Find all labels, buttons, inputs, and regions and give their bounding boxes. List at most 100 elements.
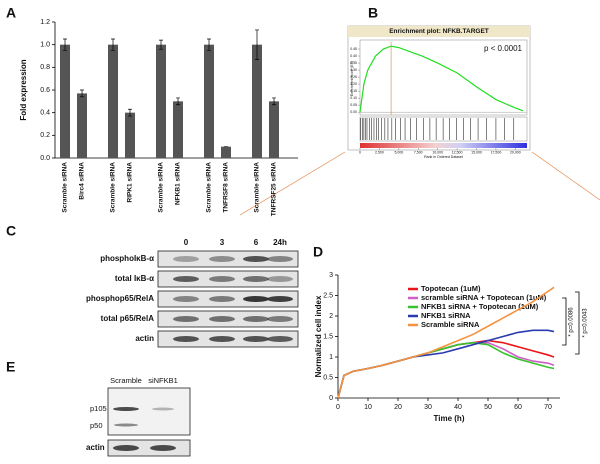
- y-tick-label: 0.05: [350, 103, 357, 107]
- x-tick-label: 15,000: [471, 150, 482, 154]
- y-tick-label: 0.15: [350, 89, 357, 93]
- es-curve: [359, 45, 524, 113]
- y-tick-label: 0.2: [40, 132, 50, 139]
- blot-row-label: total IκB-α: [115, 274, 154, 283]
- blot-row-label: phosphoIκB-α: [100, 254, 154, 263]
- x-tick-label: 40: [454, 404, 462, 411]
- blot-band: [152, 407, 174, 411]
- panel-label: B: [368, 5, 378, 21]
- series-line: [337, 341, 555, 399]
- y-axis-label: Enrichment score (ES): [350, 61, 354, 96]
- gsea-frame: [347, 25, 531, 151]
- blot-strip: [107, 387, 191, 436]
- y-tick-label: 1: [329, 354, 333, 361]
- panel-label: D: [313, 244, 323, 260]
- lane-label: 3: [220, 238, 225, 247]
- blot-band: [267, 336, 293, 342]
- error-bar: [272, 97, 276, 106]
- lane-label: 6: [254, 238, 259, 247]
- bracket: [575, 291, 580, 355]
- y-tick-label: 1.5: [323, 333, 333, 340]
- y-tick-label: 2.5: [323, 292, 333, 299]
- rank-bar: [360, 143, 527, 148]
- x-tick-label: 12,500: [452, 150, 463, 154]
- blot-row-label: total p65/RelA: [101, 314, 155, 323]
- x-tick-label: Scramble siRNA: [62, 162, 69, 213]
- x-tick-label: 17,500: [491, 150, 502, 154]
- x-tick-label: 30: [424, 404, 432, 411]
- x-tick-label: Birc4 siRNA: [79, 162, 86, 200]
- error-bar: [255, 29, 259, 60]
- plot-frame: [359, 39, 528, 116]
- y-tick-label: 0.25: [350, 75, 357, 79]
- y-tick-label: 0.6: [40, 87, 50, 94]
- x-tick-label: NFKB1 siRNA: [175, 162, 182, 205]
- bar: [204, 44, 214, 158]
- y-tick-label: 0.5: [323, 374, 333, 381]
- bar: [60, 44, 70, 158]
- error-bar: [159, 39, 163, 50]
- bar: [156, 44, 166, 158]
- y-axis-label: Normalized cell index: [314, 295, 323, 377]
- bar: [252, 44, 262, 158]
- blot-row-label: actin: [135, 334, 154, 343]
- lane-label: Scramble: [110, 376, 142, 385]
- annotation: * p=0.0086: [569, 307, 575, 337]
- x-axis-label: Rank in Ordered Dataset: [424, 155, 463, 159]
- lane-label: 24h: [273, 238, 287, 247]
- x-tick-label: Scramble siRNA: [110, 162, 117, 213]
- blot-band: [243, 316, 269, 322]
- blot-band: [173, 296, 199, 302]
- blot-band: [209, 316, 235, 322]
- x-tick-label: Scramble siRNA: [254, 162, 261, 213]
- legend-label: scramble siRNA + Topotecan (1uM): [421, 293, 547, 302]
- panel-label: A: [6, 5, 16, 21]
- blot-band: [150, 445, 176, 451]
- series-line: [337, 341, 555, 399]
- series-line: [337, 329, 555, 399]
- panel-label: C: [6, 223, 16, 239]
- zoom-line: [531, 151, 600, 201]
- blot-strip: [107, 439, 191, 457]
- bar: [108, 44, 118, 158]
- blot-band: [114, 423, 138, 427]
- blot-band: [209, 296, 235, 302]
- x-tick-label: 60: [514, 404, 522, 411]
- blot-strip: [157, 250, 299, 268]
- y-tick-label: 0: [329, 395, 333, 402]
- y-axis-label: Fold expression: [19, 59, 28, 120]
- error-bar: [207, 38, 211, 51]
- legend-label: Topotecan (1uM): [421, 284, 481, 293]
- band-label: p50: [90, 421, 103, 430]
- x-tick-label: 70: [544, 404, 552, 411]
- y-tick-label: 0.30: [350, 68, 357, 72]
- hits-frame: [359, 116, 528, 142]
- blot-band: [267, 316, 293, 322]
- x-tick-label: 0: [336, 404, 340, 411]
- series-line: [337, 339, 555, 399]
- x-tick-label: 20: [394, 404, 402, 411]
- y-tick-label: 3: [329, 272, 333, 279]
- blot-band: [209, 276, 235, 282]
- blot-band: [173, 256, 199, 262]
- x-tick-label: Scramble siRNA: [206, 162, 213, 213]
- panel-label: E: [6, 359, 15, 375]
- x-tick-label: 2,500: [375, 150, 384, 154]
- error-bar: [111, 38, 115, 51]
- band-label: p105: [90, 404, 107, 413]
- blot-band: [209, 336, 235, 342]
- blot-band: [267, 296, 293, 302]
- y-tick-label: 0.20: [350, 82, 357, 86]
- bar: [221, 146, 231, 158]
- x-tick-label: 10: [364, 404, 372, 411]
- x-tick-label: TNFRSF25 siRNA: [271, 162, 278, 216]
- y-tick-label: 0.10: [350, 96, 357, 100]
- annotation: p < 0.0001: [484, 44, 523, 53]
- chart-title: Enrichment plot: NFKB.TARGET: [389, 28, 489, 35]
- x-tick-label: 0: [359, 150, 361, 154]
- bar: [173, 101, 183, 158]
- blot-band: [113, 407, 139, 411]
- bar: [125, 112, 135, 158]
- y-tick-label: 0.35: [350, 61, 357, 65]
